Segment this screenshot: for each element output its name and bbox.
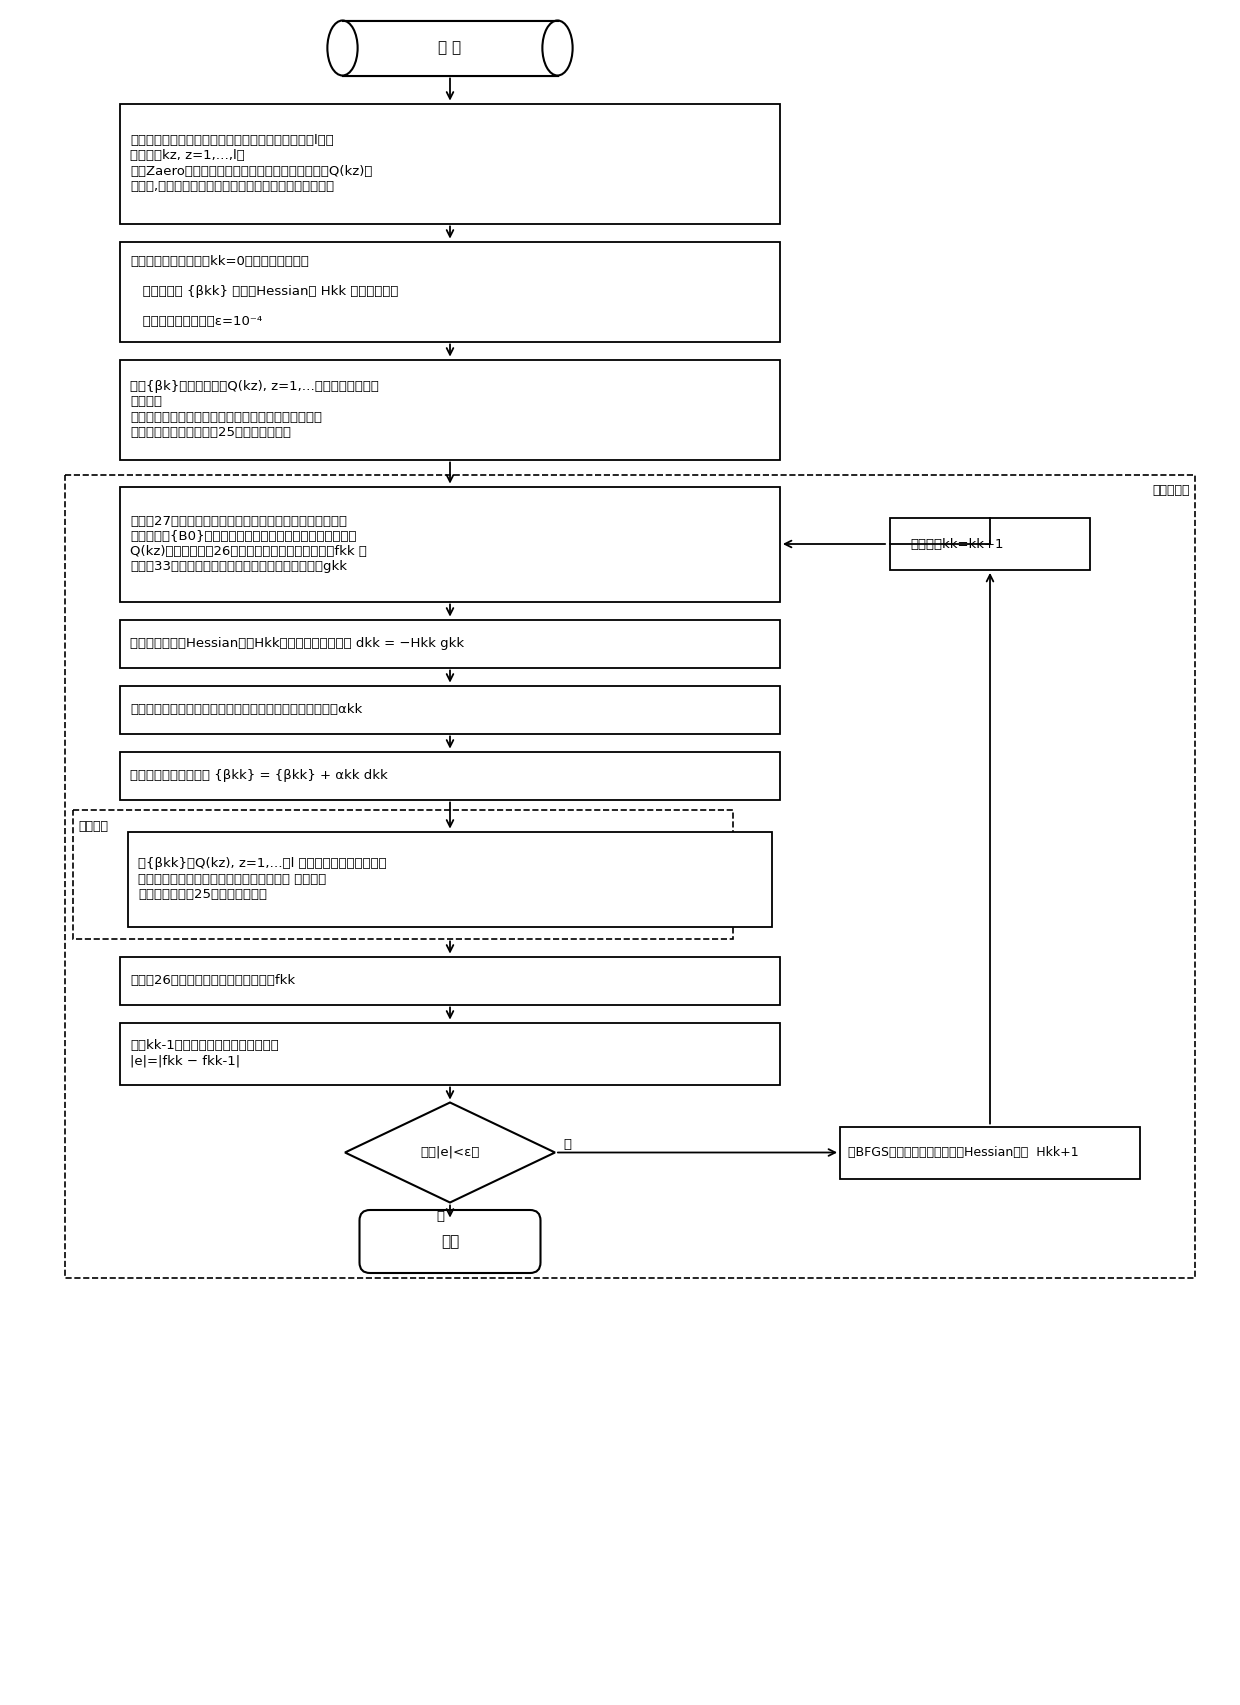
Text: 使用Zaero工程专业软件计算出各离散减缩频率下的Q(kz)矩: 使用Zaero工程专业软件计算出各离散减缩频率下的Q(kz)矩 — [130, 165, 372, 177]
Text: 子程序；: 子程序； — [130, 396, 162, 409]
Text: 传递{βk}以及矩阵数据Q(kz), z=1,…，给近似有理拟合: 传递{βk}以及矩阵数据Q(kz), z=1,…，给近似有理拟合 — [130, 380, 379, 394]
Bar — [341, 22, 557, 75]
Text: 非线性优化: 非线性优化 — [1152, 484, 1190, 498]
Bar — [839, 1127, 1140, 1178]
Text: 缩频率值kz, z=1,…,l。: 缩频率值kz, z=1,…,l。 — [130, 150, 244, 162]
Bar — [64, 474, 1195, 1277]
Text: 调用近似有理拟合子程序计算，返回二次误差函数的近: 调用近似有理拟合子程序计算，返回二次误差函数的近 — [130, 411, 322, 423]
Text: 建立飞机结构有限元模型和升力面的面元模型，选定l个减: 建立飞机结构有限元模型和升力面的面元模型，选定l个减 — [130, 135, 334, 147]
Bar — [120, 360, 780, 460]
Text: 置本方法迭代计数初值kk=0，给定初始参数：: 置本方法迭代计数初值kk=0，给定初始参数： — [130, 254, 309, 268]
Text: 将{βkk}及Q(kz), z=1,…，l 数据送入有理近似拟合子: 将{βkk}及Q(kz), z=1,…，l 数据送入有理近似拟合子 — [138, 858, 387, 870]
Bar — [120, 242, 780, 341]
Ellipse shape — [542, 20, 573, 75]
Text: 程序，调用该子程序返回二次误差函数的近 似有理拟: 程序，调用该子程序返回二次误差函数的近 似有理拟 — [138, 873, 326, 885]
Text: 按式（27）计算广义气动力系数矩阵的有理近似拟合数据；: 按式（27）计算广义气动力系数矩阵的有理近似拟合数据； — [130, 515, 347, 529]
Text: 初始滞后根 {βkk} ；初始Hessian阵 Hkk 选为单位阵；: 初始滞后根 {βkk} ；初始Hessian阵 Hkk 选为单位阵； — [130, 285, 398, 298]
Bar — [120, 486, 780, 602]
Bar — [120, 619, 780, 667]
Bar — [890, 518, 1090, 569]
Text: Q(kz)数据，按式（26）计算本方法的总目标函数值fkk ；: Q(kz)数据，按式（26）计算本方法的总目标函数值fkk ； — [130, 546, 367, 558]
Text: 开 始: 开 始 — [439, 41, 461, 56]
Text: 用BFGS标准数学公式构造新的Hessian矩阵  Hkk+1: 用BFGS标准数学公式构造新的Hessian矩阵 Hkk+1 — [848, 1146, 1079, 1159]
Bar — [120, 685, 780, 733]
Bar — [73, 810, 733, 938]
Text: 迭代计数kk=kk+1: 迭代计数kk=kk+1 — [910, 537, 1003, 551]
Text: 以及收敛精度控制值ε=10⁻⁴: 以及收敛精度控制值ε=10⁻⁴ — [130, 315, 262, 329]
Polygon shape — [345, 1103, 556, 1202]
Text: 结合确定的{B0}及各减缩频率下的原始广义气动力系数矩阵: 结合确定的{B0}及各减缩频率下的原始广义气动力系数矩阵 — [130, 530, 357, 542]
Text: 是: 是 — [436, 1211, 444, 1224]
Bar — [120, 104, 780, 223]
Text: 结合本次迭代的Hessian矩阵Hkk，计算优化搜索方向 dkk = −Hkk gkk: 结合本次迭代的Hessian矩阵Hkk，计算优化搜索方向 dkk = −Hkk … — [130, 638, 464, 650]
Bar — [120, 957, 780, 1004]
Text: 阵数据,作为输入给本方法的广义气动力系数原始离散数据: 阵数据,作为输入给本方法的广义气动力系数原始离散数据 — [130, 179, 334, 193]
Text: 取与kk-1次的总误差函数相减的绝对值: 取与kk-1次的总误差函数相减的绝对值 — [130, 1040, 279, 1052]
Bar — [342, 20, 558, 75]
Text: 结束: 结束 — [441, 1234, 459, 1250]
Text: 似有理拟合数据，即式（25）的系数矩阵。: 似有理拟合数据，即式（25）的系数矩阵。 — [130, 426, 291, 438]
Text: 否: 否 — [563, 1137, 570, 1151]
Text: 合数据，即式（25）的系数矩阵。: 合数据，即式（25）的系数矩阵。 — [138, 888, 267, 900]
Text: 按式（33）计算本次迭代的无约束化目标函数的导数gkk: 按式（33）计算本次迭代的无约束化目标函数的导数gkk — [130, 561, 347, 573]
Text: |e|=|fkk − fkk-1|: |e|=|fkk − fkk-1| — [130, 1055, 241, 1067]
Text: 线性优化: 线性优化 — [78, 820, 108, 832]
Bar — [120, 1023, 780, 1084]
Text: 按数学标准方法沿搜索方向进行一维线性搜索计算步长因子αkk: 按数学标准方法沿搜索方向进行一维线性搜索计算步长因子αkk — [130, 702, 362, 716]
Bar — [120, 752, 780, 800]
Text: 按式（26）计算本次迭代的总误差函数fkk: 按式（26）计算本次迭代的总误差函数fkk — [130, 974, 295, 987]
Text: 计算滞后根新的迭代点 {βkk} = {βkk} + αkk dkk: 计算滞后根新的迭代点 {βkk} = {βkk} + αkk dkk — [130, 769, 388, 783]
Ellipse shape — [327, 20, 357, 75]
Text: 判断|e|<ε？: 判断|e|<ε？ — [420, 1146, 480, 1159]
Bar — [128, 832, 773, 926]
FancyBboxPatch shape — [360, 1211, 541, 1274]
